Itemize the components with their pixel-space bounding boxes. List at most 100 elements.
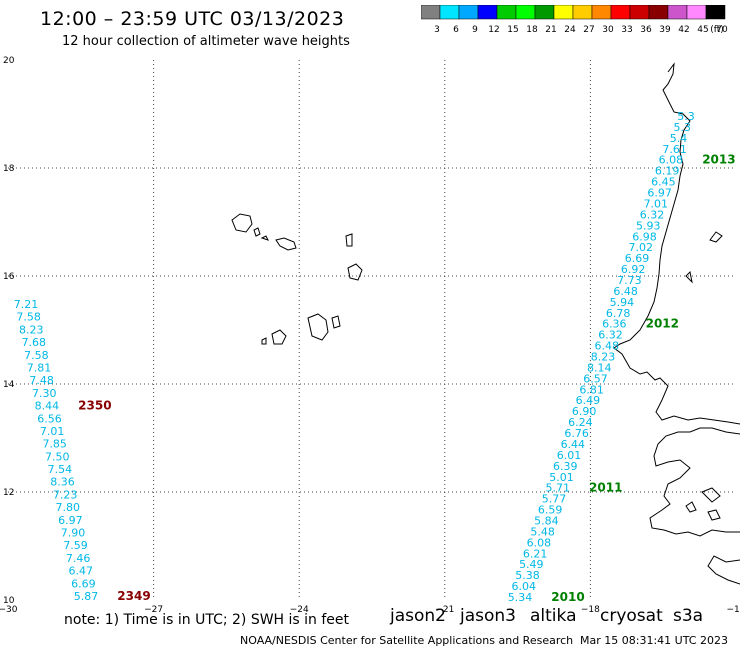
wave-height-label: 7.73 <box>617 274 642 287</box>
wave-height-label: 6.59 <box>538 504 563 517</box>
wave-height-label: 6.56 <box>37 412 62 425</box>
lat-tick-label: 18 <box>3 164 15 174</box>
wave-height-label: 7.61 <box>662 143 687 156</box>
wave-height-label: 6.08 <box>527 536 552 549</box>
lon-tick-label: −21 <box>435 605 454 615</box>
legend-label-6: 6 <box>453 25 459 35</box>
wave-height-label: 6.48 <box>595 340 620 353</box>
wave-height-label: 6.90 <box>572 405 597 418</box>
legend-label-39: 39 <box>659 25 671 35</box>
wave-height-label: 5.38 <box>515 569 540 582</box>
wave-height-label: 8.23 <box>19 323 44 336</box>
wave-height-label: 6.32 <box>640 208 665 221</box>
lat-tick-label: 14 <box>3 380 15 390</box>
map-subtitle: 12 hour collection of altimeter wave hei… <box>62 34 350 49</box>
wave-height-label: 5.3 <box>677 110 695 123</box>
legend-label-45: 45 <box>697 25 708 35</box>
credit-line: NOAA/NESDIS Center for Satellite Applica… <box>240 634 574 647</box>
wave-height-label: 7.01 <box>40 425 65 438</box>
wave-height-label: 6.48 <box>613 285 638 298</box>
wave-height-label: 6.78 <box>606 307 631 320</box>
legend-label-36: 36 <box>640 25 652 35</box>
wave-height-label: 7.59 <box>63 539 88 552</box>
island-brava <box>261 337 267 345</box>
wave-height-label: 5.3 <box>673 121 691 134</box>
legend-label-18: 18 <box>526 25 538 35</box>
island-boa-vista <box>347 263 363 281</box>
satellite-jason3: jason3 <box>460 606 516 626</box>
wave-height-label: 6.19 <box>655 165 680 178</box>
island-fogo <box>271 329 287 345</box>
wave-height-label: 7.81 <box>27 361 52 374</box>
legend-label-24: 24 <box>564 25 576 35</box>
wave-height-label: 6.01 <box>557 449 582 462</box>
time-label: 2012 <box>646 317 679 331</box>
altimeter-tracks: 7.217.588.237.687.587.817.487.308.446.56… <box>14 110 736 604</box>
satellite-cryosat: cryosat <box>600 606 663 626</box>
legend-label-33: 33 <box>621 25 632 35</box>
wave-height-label: 7.90 <box>61 527 86 540</box>
wave-height-label: 6.97 <box>58 514 83 527</box>
wave-height-label: 8.23 <box>591 351 616 364</box>
color-legend: 3 6 9 12 15 18 21 24 27 30 33 36 39 42 45 70(ft) <box>421 5 728 35</box>
coast-islet-3 <box>701 487 721 503</box>
wave-height-label: 6.36 <box>602 318 627 331</box>
wave-height-label: 5.4 <box>670 132 688 145</box>
legend-swatch-70 <box>705 5 726 20</box>
wave-height-label: 7.23 <box>53 488 78 501</box>
wave-height-label: 7.58 <box>16 311 41 324</box>
wave-height-label: 6.69 <box>625 252 650 265</box>
wave-height-label: 5.48 <box>530 525 555 538</box>
wave-height-label: 6.04 <box>512 580 537 593</box>
time-label: 2013 <box>702 153 735 167</box>
wave-height-label: 6.32 <box>598 329 623 342</box>
legend-label-15: 15 <box>507 25 518 35</box>
wave-height-label: 6.81 <box>579 383 604 396</box>
lon-tick-label: −18 <box>581 605 600 615</box>
legend-label-27: 27 <box>583 25 594 35</box>
coast-islet-5 <box>685 501 697 513</box>
wave-height-label: 6.76 <box>564 427 589 440</box>
wave-height-label: 6.24 <box>568 416 593 429</box>
wave-height-label: 5.71 <box>545 482 570 495</box>
legend-label-30: 30 <box>602 25 614 35</box>
lon-tick-label: −15 <box>727 605 740 615</box>
legend-label-3: 3 <box>434 25 440 35</box>
lat-tick-label: 20 <box>3 56 15 66</box>
wave-height-label: 5.01 <box>549 471 574 484</box>
island-sao-vicente <box>253 227 261 237</box>
island-santa-luzia <box>260 235 269 241</box>
legend-label-9: 9 <box>472 25 478 35</box>
legend-label-42: 42 <box>678 25 689 35</box>
time-label: 2349 <box>117 589 150 603</box>
wave-height-label: 5.84 <box>534 514 559 527</box>
wave-height-label: 5.34 <box>508 591 533 604</box>
coast-islet-4 <box>707 509 721 521</box>
wave-height-label: 7.48 <box>29 374 54 387</box>
island-sao-nicolau <box>275 237 297 251</box>
wave-height-label: 6.08 <box>659 154 684 167</box>
wave-height-label: 7.02 <box>628 241 653 254</box>
lat-tick-label: 16 <box>3 272 15 282</box>
wave-height-label: 5.49 <box>519 558 544 571</box>
wave-height-label: 6.39 <box>553 460 578 473</box>
island-maio <box>331 315 341 329</box>
lon-tick-label: −24 <box>290 605 309 615</box>
legend-label-21: 21 <box>545 25 556 35</box>
satellite-s3a: s3a <box>673 606 704 626</box>
time-label: 2011 <box>589 481 622 495</box>
coast-islet-1 <box>709 231 723 243</box>
africa-coastline-south <box>649 427 740 537</box>
africa-coastline-guinea <box>707 555 740 585</box>
wave-height-label: 6.47 <box>69 565 94 578</box>
wave-height-label: 5.93 <box>636 219 661 232</box>
timestamp: Mar 15 08:31:41 UTC 2023 <box>580 634 728 647</box>
africa-coastline <box>613 62 740 425</box>
legend-unit: (ft) <box>710 25 724 35</box>
wave-height-label: 6.98 <box>632 230 657 243</box>
wave-height-label: 7.46 <box>66 552 91 565</box>
wave-height-label: 7.30 <box>32 387 57 400</box>
lat-tick-label: 12 <box>3 488 14 498</box>
wave-height-label: 5.94 <box>610 296 635 309</box>
